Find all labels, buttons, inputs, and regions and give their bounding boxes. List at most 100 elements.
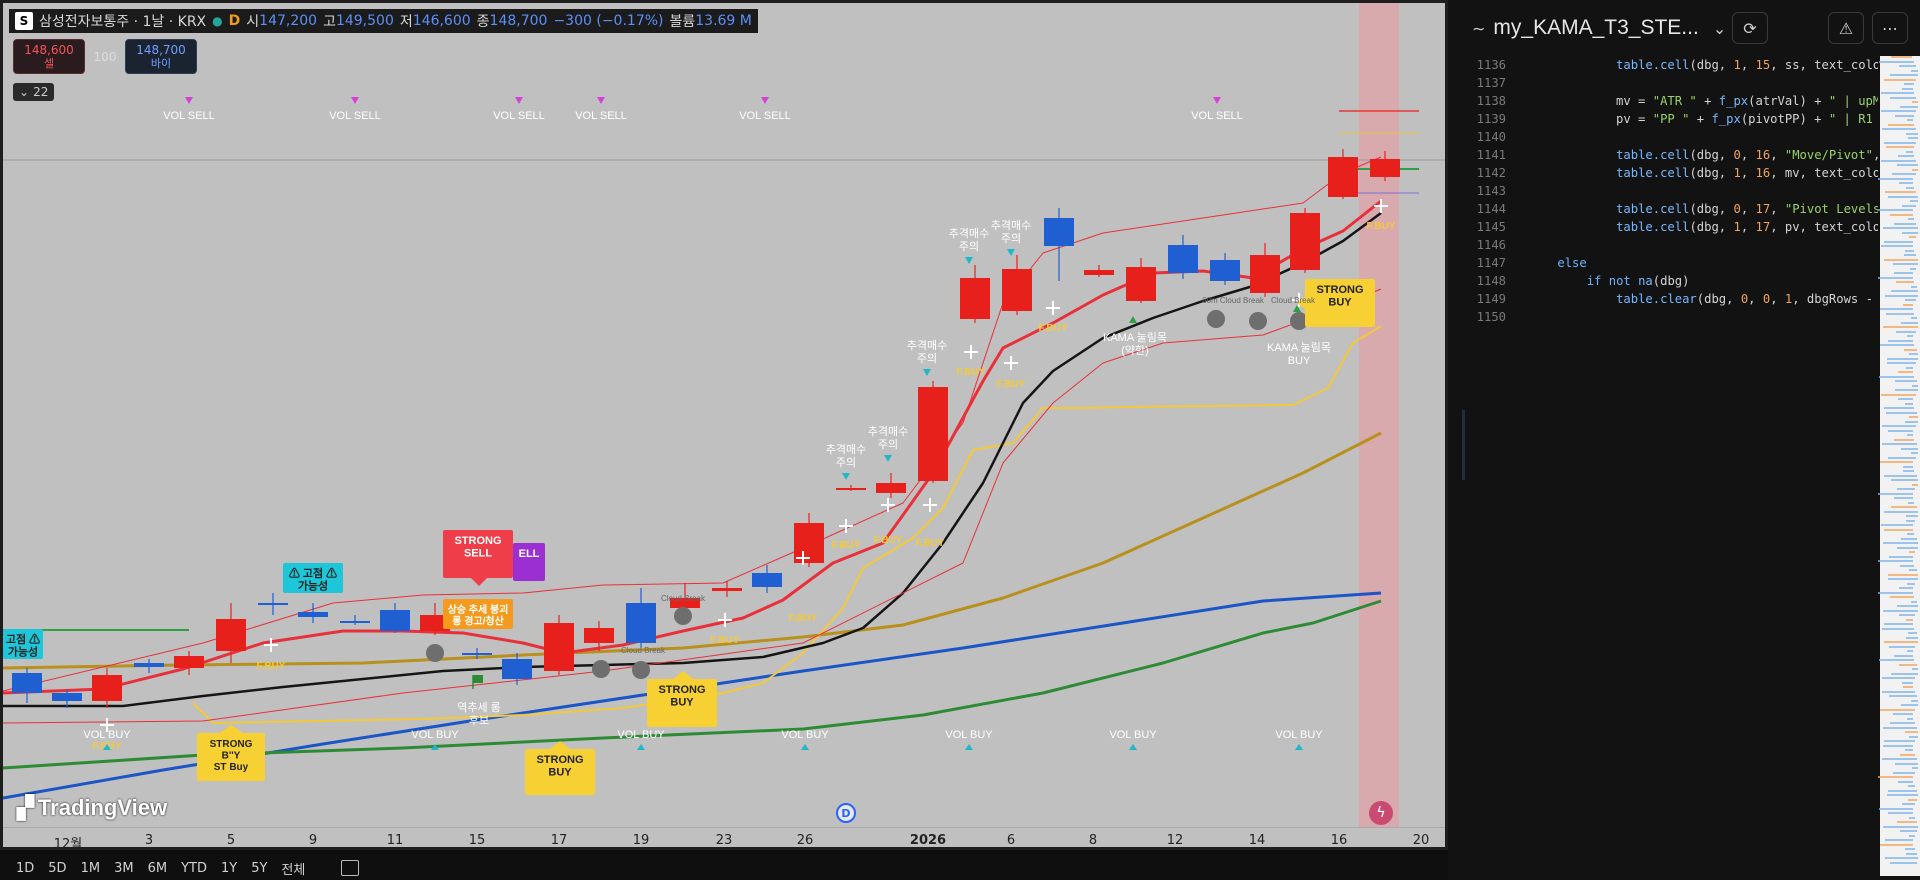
buy-triangle-icon: [1129, 744, 1137, 750]
minimap-line: [1888, 789, 1917, 792]
chase-warning-label: 추격매수: [907, 339, 947, 352]
candle-body: [1168, 245, 1198, 273]
minimap-line: [1884, 528, 1913, 531]
minimap-line: [1902, 231, 1918, 234]
script-title[interactable]: my_KAMA_T3_STE...: [1493, 16, 1699, 39]
script-type-icon: ∼: [1472, 18, 1486, 38]
minimap-line: [1905, 299, 1916, 301]
publish-button[interactable]: ⚠: [1828, 12, 1864, 44]
symbol-logo[interactable]: S: [15, 12, 33, 30]
code-line[interactable]: 1148 if not na(dbg): [1448, 272, 1878, 290]
minimap[interactable]: [1878, 56, 1920, 876]
minimap-line: [1884, 474, 1917, 477]
cloud-break-label: Cloud Break: [661, 594, 706, 603]
code-line[interactable]: 1143: [1448, 182, 1878, 200]
tradingview-logo[interactable]: ▞ TradingView: [17, 795, 167, 821]
tv-logo-icon: ▞: [17, 795, 34, 820]
code-line[interactable]: 1145 table.cell(dbg, 1, 17, pv, text_col…: [1448, 218, 1878, 236]
time-axis-label: 16: [1330, 833, 1348, 848]
candle-body: [174, 656, 204, 668]
kama-weak-label: KAMA 눌림목: [1103, 331, 1167, 344]
minimap-line: [1880, 308, 1913, 310]
minimap-line: [1898, 780, 1913, 783]
range-button-1m[interactable]: 1M: [80, 860, 101, 876]
more-button[interactable]: ⋯: [1872, 12, 1908, 44]
range-button-3m[interactable]: 3M: [114, 860, 134, 876]
chase-warning-label: 주의: [917, 352, 937, 365]
code-line[interactable]: 1137: [1448, 74, 1878, 92]
minimap-line: [1907, 650, 1913, 652]
minimap-line: [1889, 555, 1913, 558]
minimap-line: [1907, 434, 1913, 436]
minimap-line: [1906, 186, 1914, 189]
code-line[interactable]: 1136 table.cell(dbg, 1, 15, ss, text_col…: [1448, 56, 1878, 74]
code-line[interactable]: 1141 table.cell(dbg, 0, 16, "Move/Pivot"…: [1448, 146, 1878, 164]
quantity-field[interactable]: 100: [93, 49, 117, 64]
chase-triangle-icon: [842, 473, 850, 480]
symbol-legend: S 삼성전자보통주 · 1날 · KRX ● D 시 147,200 고 149,5…: [9, 9, 758, 33]
range-button-전체[interactable]: 전체: [281, 862, 306, 878]
code-line[interactable]: 1146: [1448, 236, 1878, 254]
minimap-line: [1878, 177, 1913, 180]
code-line[interactable]: 1139 pv = "PP " + f_px(pivotPP) + " | R1: [1448, 110, 1878, 128]
code-line[interactable]: 1144 table.cell(dbg, 0, 17, "Pivot Level…: [1448, 200, 1878, 218]
symbol-title[interactable]: 삼성전자보통주 · 1날 · KRX: [39, 14, 207, 30]
minimap-line: [1900, 753, 1915, 756]
reverse-long-label: 후보: [469, 714, 489, 727]
range-bar: 1D 5D 1M 3M 6M YTD 1Y 5Y 전체: [0, 856, 1448, 880]
code-line[interactable]: 1147 else: [1448, 254, 1878, 272]
gray-circle-marker: [1249, 312, 1267, 330]
range-button-ytd[interactable]: YTD: [181, 860, 207, 876]
range-button-5d[interactable]: 5D: [48, 860, 67, 876]
line-number: 1146: [1476, 238, 1506, 252]
code-line[interactable]: 1149 table.clear(dbg, 0, 0, 1, dbgRows -: [1448, 290, 1878, 308]
kama-triangle-icon: [1129, 316, 1137, 323]
minimap-line: [1911, 69, 1918, 72]
code-line[interactable]: 1140: [1448, 128, 1878, 146]
minimap-line: [1883, 744, 1913, 747]
dividend-marker-icon[interactable]: D: [836, 803, 856, 823]
range-button-5y[interactable]: 5Y: [251, 860, 268, 876]
code-editor[interactable]: 1136 table.cell(dbg, 1, 15, ss, text_col…: [1448, 56, 1878, 880]
fbuy-label: F.BUY: [832, 540, 861, 551]
cloud-break-label: Cloud Break: [621, 646, 666, 655]
candle-body: [1002, 269, 1032, 311]
sell-button[interactable]: 148,600 셀: [13, 39, 85, 74]
range-button-6m[interactable]: 6M: [147, 860, 168, 876]
candle-body: [712, 588, 742, 591]
minimap-line: [1881, 110, 1916, 112]
minimap-line: [1879, 807, 1913, 810]
range-button-1d[interactable]: 1D: [16, 860, 35, 876]
vol-buy-label: VOL BUY: [83, 729, 131, 741]
minimap-line: [1887, 357, 1918, 360]
range-button-1y[interactable]: 1Y: [220, 860, 238, 876]
chart-pane[interactable]: F.BUY F.BUY F.BUY F.BUY F.BUY F.BUY F.BUY F.BUY…: [0, 0, 1448, 850]
sell-triangle-icon: [1213, 97, 1221, 104]
indicators-collapse-button[interactable]: ⌄ 22: [13, 83, 55, 101]
open-label: 시: [246, 14, 260, 30]
vol-sell-label: VOL SELL: [739, 110, 791, 122]
code-line[interactable]: 1142 table.cell(dbg, 1, 16, mv, text_col…: [1448, 164, 1878, 182]
minimap-line: [1884, 740, 1915, 742]
market-open-icon: ●: [212, 14, 223, 28]
minimap-line: [1912, 384, 1918, 387]
refresh-button[interactable]: ⟳: [1732, 12, 1768, 44]
candle-body: [502, 659, 532, 679]
buy-button[interactable]: 148,700 바이: [125, 39, 197, 74]
candle-body: [1328, 157, 1358, 197]
line-number: 1139: [1476, 112, 1506, 126]
sell-triangle-icon: [185, 97, 193, 104]
chevron-down-icon[interactable]: ⌄: [1712, 18, 1727, 38]
sell-triangle-icon: [597, 97, 605, 104]
minimap-line: [1895, 762, 1918, 765]
refresh-icon: ⟳: [1743, 18, 1757, 38]
price-chart[interactable]: F.BUY F.BUY F.BUY F.BUY F.BUY F.BUY F.BUY F.BUY…: [3, 3, 1445, 827]
time-axis[interactable]: 12월 3 5 9 11 15 17 19 23 26 2026 6 8 12 14 16 20: [3, 827, 1445, 848]
code-line[interactable]: 1150: [1448, 308, 1878, 326]
minimap-line: [1905, 402, 1913, 405]
code-line[interactable]: 1138 mv = "ATR " + f_px(atrVal) + " | up…: [1448, 92, 1878, 110]
minimap-line: [1905, 249, 1914, 252]
minimap-line: [1879, 60, 1914, 63]
flash-event-icon[interactable]: ϟ: [1369, 801, 1393, 825]
calendar-icon[interactable]: [341, 860, 360, 876]
